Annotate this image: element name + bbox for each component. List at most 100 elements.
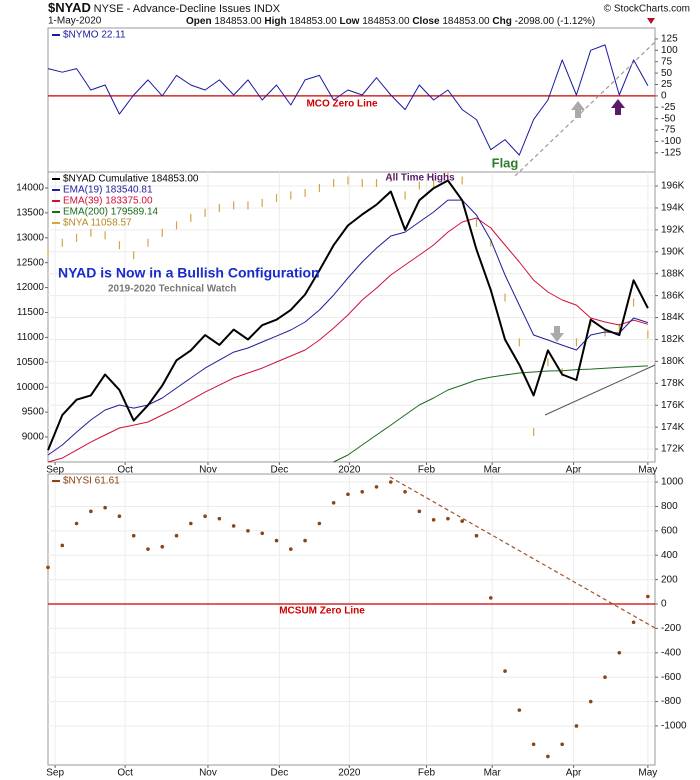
series-dot: [588, 699, 593, 704]
y-tick-label: 100: [661, 45, 678, 56]
y2-tick-label: 12500: [16, 257, 44, 268]
x-tick-label: Dec: [270, 465, 288, 476]
series-dot: [517, 708, 522, 712]
series-dot: [574, 724, 579, 728]
annotation: All Time Highs: [385, 173, 455, 184]
y2-tick-label: 9500: [22, 407, 45, 418]
series-dot: [603, 675, 607, 679]
x-tick-label: Oct: [117, 768, 133, 779]
x-tick-label: Sep: [46, 465, 64, 476]
quote: Open 184853.00 High 184853.00 Low 184853…: [186, 16, 595, 27]
series-dot: [60, 543, 65, 548]
y-tick-label: 176K: [661, 400, 685, 411]
series-dot: [231, 524, 236, 528]
x-tick-label: Apr: [566, 768, 582, 779]
quote-value: 184853.00: [289, 16, 337, 27]
series-dot: [203, 514, 207, 518]
quote-value: -2098.00 (-1.12%): [515, 16, 596, 27]
series-dot: [246, 529, 250, 533]
y-tick-label: 182K: [661, 334, 685, 345]
series-dot: [160, 544, 165, 549]
x-tick-label: 2020: [338, 465, 361, 476]
price-bar: [204, 208, 206, 217]
x-tick-label: Nov: [199, 768, 217, 779]
price-bar: [375, 179, 378, 188]
price-bar: [304, 188, 306, 197]
price-bar: [261, 198, 263, 207]
series-dot: [103, 505, 107, 510]
x-tick-label: May: [638, 465, 657, 476]
price-bar: [547, 358, 549, 367]
price-bar: [518, 338, 520, 347]
legend-label: EMA(19) 183540.81: [63, 185, 153, 196]
price-bar: [647, 330, 649, 339]
series-dot: [460, 519, 464, 523]
price-bar: [333, 179, 335, 188]
legend-label: EMA(200) 179589.14: [63, 207, 159, 218]
series-dot: [431, 518, 436, 522]
annotation: MCO Zero Line: [306, 99, 378, 110]
arrow: [571, 101, 585, 118]
price-bar: [447, 171, 449, 180]
y2-tick-label: 9000: [22, 432, 45, 443]
quote-value: 184853.00: [214, 16, 262, 27]
annotation: Flag: [492, 155, 519, 170]
price-bar: [618, 323, 620, 332]
arrow: [611, 99, 625, 115]
price-bar: [433, 179, 435, 188]
y-tick-label: 0: [661, 599, 667, 610]
series-dot: [146, 547, 150, 551]
quote-label: Chg: [492, 16, 511, 27]
price-bar: [561, 368, 563, 377]
trend-line: [544, 364, 656, 416]
series-dot: [531, 742, 536, 747]
y2-tick-label: 10500: [16, 357, 44, 368]
price-bar: [75, 233, 78, 242]
header-title: $NYAD NYSE - Advance-Decline Issues INDX: [48, 0, 281, 15]
trend-line: [514, 41, 656, 177]
series-dot: [488, 596, 493, 600]
y2-tick-label: 13500: [16, 208, 44, 219]
price-bar: [290, 191, 292, 200]
series-dot: [274, 538, 279, 543]
price-bar: [575, 338, 578, 347]
quote-label: Low: [339, 16, 359, 27]
y-tick-label: -25: [661, 102, 676, 113]
price-bar: [161, 228, 163, 237]
y-tick-label: 180K: [661, 356, 685, 367]
quote-value: 184853.00: [442, 16, 490, 27]
quote-label: High: [264, 16, 286, 27]
y-tick-label: -800: [661, 696, 681, 707]
series-dot: [503, 669, 507, 673]
price-bar: [190, 213, 192, 222]
price-bar: [61, 238, 63, 247]
price-bar: [275, 193, 278, 202]
y-tick-label: 50: [661, 68, 673, 79]
series-dot: [546, 754, 550, 759]
x-tick-label: Feb: [418, 465, 436, 476]
price-bar: [147, 238, 149, 247]
credit: © StockCharts.com: [604, 4, 690, 15]
annotation: NYAD is Now in a Bullish Configuration: [58, 265, 320, 281]
series-dot: [617, 650, 622, 655]
y-tick-label: 800: [661, 501, 678, 512]
change-arrow: [647, 18, 655, 24]
series-line: [47, 217, 649, 463]
y-tick-label: -100: [661, 136, 681, 147]
y-tick-label: 1000: [661, 477, 684, 488]
quote-value: 184853.00: [362, 16, 410, 27]
price-bar: [104, 231, 106, 240]
y-tick-label: -75: [661, 125, 676, 136]
price-bar: [90, 228, 92, 237]
y-tick-label: 190K: [661, 246, 685, 257]
y-tick-label: 192K: [661, 225, 685, 236]
series-dot: [417, 509, 422, 514]
y2-tick-label: 10000: [16, 382, 44, 393]
x-tick-label: Nov: [199, 465, 217, 476]
series-dot: [560, 742, 564, 747]
series-dot: [403, 490, 407, 494]
series-dot: [646, 594, 650, 599]
